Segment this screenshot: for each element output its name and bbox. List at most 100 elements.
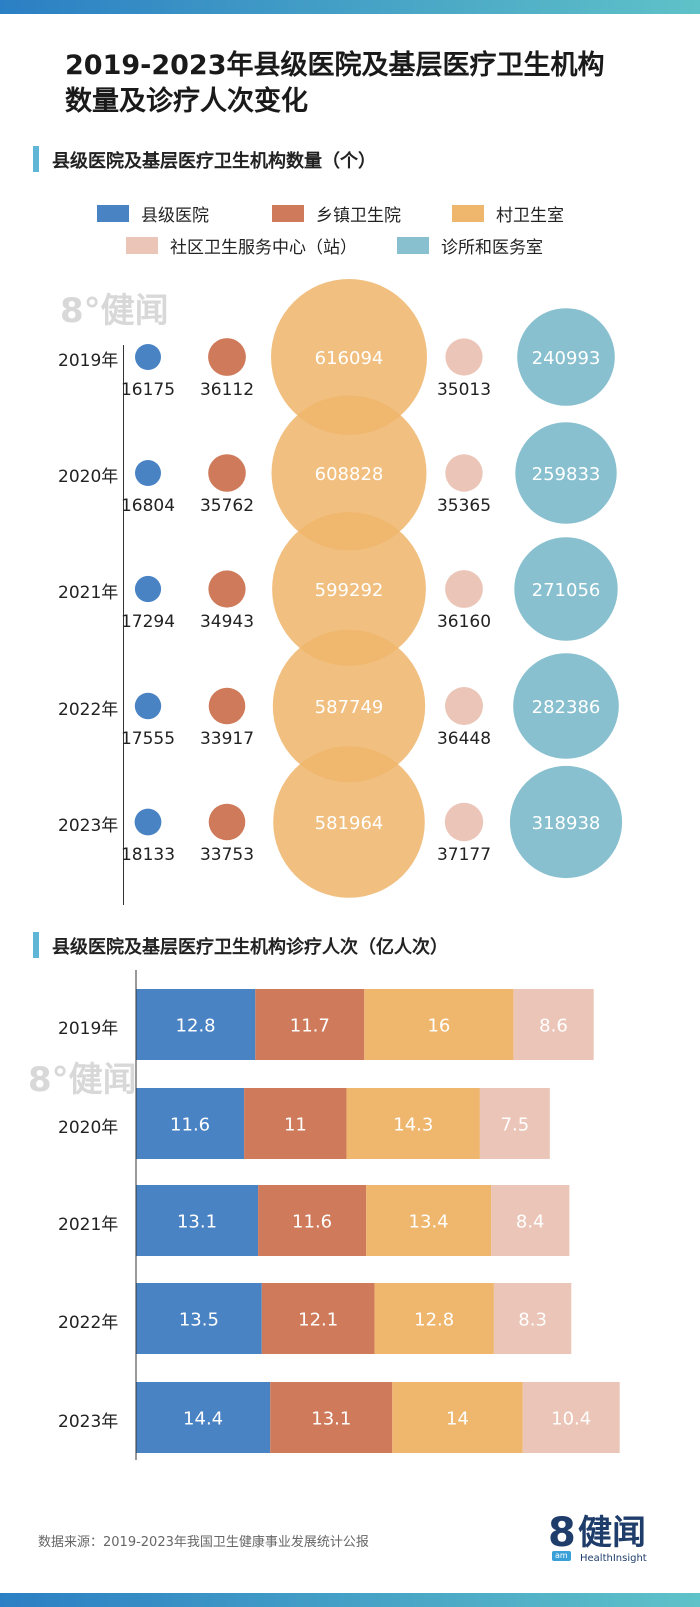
bubble-county-2023: [134, 808, 162, 836]
bar-value-label: 11.7: [290, 1016, 330, 1037]
watermark-logo-top: 8°健闻: [60, 291, 169, 331]
bar-segment-community-2020: [479, 1088, 550, 1159]
bar-value-label: 12.8: [176, 1016, 216, 1037]
bubble-value-label: 33753: [200, 845, 254, 865]
bubble-value-label: 616094: [315, 348, 384, 369]
bar-segment-community-2021: [491, 1185, 570, 1256]
bubble-year-label: 2019年: [58, 351, 119, 371]
bubble-year-label: 2023年: [58, 816, 119, 836]
bubble-value-label: 318938: [532, 813, 601, 834]
bubble-value-label: 16175: [121, 380, 175, 400]
bubble-value-label: 33917: [200, 729, 254, 749]
legend-label: 社区卫生服务中心（站）: [170, 237, 357, 258]
bar-segment-county-2021: [136, 1185, 259, 1256]
watermark-logo-bottom: 8°健闻: [28, 1060, 137, 1100]
section1-title: 县级医院及基层医疗卫生机构数量（个）: [52, 151, 376, 172]
logo-sub: HealthInsight: [580, 1553, 647, 1564]
bubble-value-label: 35762: [200, 496, 254, 516]
bar-value-label: 11.6: [292, 1212, 332, 1233]
bubble-clinic-2021: [514, 537, 618, 641]
bar-value-label: 14.4: [183, 1409, 223, 1430]
bubble-value-label: 259833: [532, 464, 601, 485]
bar-year-label: 2023年: [58, 1411, 119, 1432]
bubble-value-label: 37177: [437, 845, 491, 865]
bubble-value-label: 35365: [437, 496, 491, 516]
bubble-township-2020: [208, 454, 246, 492]
bubble-village-2021: [272, 512, 426, 666]
bar-segment-community-2022: [493, 1283, 572, 1354]
legend-label: 乡镇卫生院: [316, 205, 401, 226]
legend-swatch: [397, 236, 429, 254]
bubble-value-label: 34943: [200, 612, 254, 632]
legend-item-3: 村卫生室: [452, 202, 564, 226]
bubble-value-label: 36160: [437, 612, 491, 632]
bubble-value-label: 17555: [121, 729, 175, 749]
bar-value-label: 13.1: [177, 1212, 217, 1233]
logo-name: 健闻: [578, 1513, 646, 1553]
bubble-year-label: 2020年: [58, 467, 119, 487]
bar-value-label: 16: [427, 1016, 450, 1037]
bar-segment-village-2019: [364, 989, 514, 1060]
bubble-clinic-2022: [513, 653, 619, 759]
page-title: 2019-2023年县级医院及基层医疗卫生机构 数量及诊疗人次变化: [65, 48, 685, 120]
bar-value-label: 8.3: [518, 1310, 547, 1331]
legend-label: 村卫生室: [496, 205, 564, 226]
bubble-value-label: 35013: [437, 380, 491, 400]
bubble-township-2023: [208, 803, 246, 841]
bar-value-label: 10.4: [551, 1409, 591, 1430]
bar-segment-township-2022: [261, 1283, 375, 1354]
legend-label: 诊所和医务室: [441, 237, 543, 258]
bubble-community-2020: [445, 454, 483, 492]
bubble-village-2019: [271, 279, 427, 435]
bubble-value-label: 17294: [121, 612, 175, 632]
bubble-township-2021: [208, 570, 246, 608]
legend-swatch: [272, 204, 304, 222]
bubble-township-2022: [208, 687, 246, 725]
bubble-county-2020: [135, 460, 161, 486]
bubble-village-2023: [273, 746, 425, 898]
healthinsight-logo: 8 am 健闻 HealthInsight: [548, 1511, 668, 1571]
bar-segment-county-2022: [136, 1283, 262, 1354]
bubble-county-2022: [134, 692, 162, 720]
bubble-value-label: 240993: [532, 348, 601, 369]
bar-segment-community-2019: [513, 989, 594, 1060]
bubble-community-2019: [445, 338, 483, 376]
bubble-value-label: 587749: [315, 697, 384, 718]
bar-segment-township-2021: [258, 1185, 367, 1256]
bubble-value-label: 36448: [437, 729, 491, 749]
section1-accent: [33, 146, 39, 172]
bubble-clinic-2019: [517, 308, 615, 406]
bar-value-label: 14: [446, 1409, 469, 1430]
bar-segment-community-2023: [522, 1382, 620, 1453]
legend-swatch: [126, 236, 158, 254]
top-accent-bar: [0, 0, 700, 14]
bar-value-label: 8.6: [539, 1016, 568, 1037]
bubble-county-2019: [135, 344, 161, 370]
bar-value-label: 12.8: [414, 1310, 454, 1331]
bubble-value-label: 271056: [532, 580, 601, 601]
bubble-value-label: 282386: [532, 697, 601, 718]
bubble-value-label: 36112: [200, 380, 254, 400]
legend-label: 县级医院: [141, 205, 209, 226]
bubble-value-label: 599292: [315, 580, 384, 601]
bubble-community-2022: [445, 687, 483, 725]
bubble-value-label: 18133: [121, 845, 175, 865]
bar-value-label: 11: [284, 1115, 307, 1136]
page-title-line1: 2019-2023年县级医院及基层医疗卫生机构: [65, 50, 605, 81]
bar-segment-county-2019: [136, 989, 256, 1060]
bar-value-label: 12.1: [298, 1310, 338, 1331]
bubble-value-label: 581964: [315, 813, 384, 834]
section2-title: 县级医院及基层医疗卫生机构诊疗人次（亿人次）: [52, 937, 448, 958]
bubble-axis-line: [123, 345, 124, 905]
bar-value-label: 7.5: [501, 1115, 530, 1136]
bar-value-label: 13.1: [311, 1409, 351, 1430]
bar-value-label: 8.4: [516, 1212, 545, 1233]
legend-swatch: [97, 204, 129, 222]
legend-swatch: [452, 204, 484, 222]
bubble-value-label: 608828: [315, 464, 384, 485]
bubble-village-2020: [271, 395, 427, 551]
bar-segment-county-2023: [136, 1382, 271, 1453]
logo-mark: 8: [548, 1510, 576, 1556]
legend-item-4: 社区卫生服务中心（站）: [126, 234, 357, 258]
legend-item-5: 诊所和医务室: [397, 234, 543, 258]
